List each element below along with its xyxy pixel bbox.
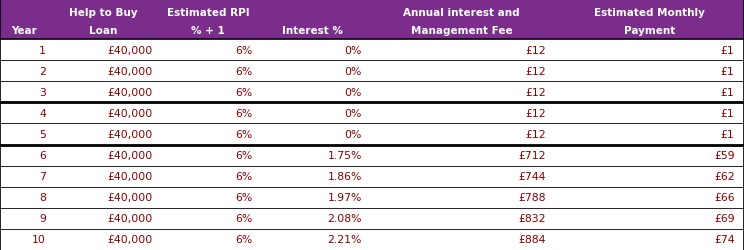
Text: £40,000: £40,000 [108, 172, 153, 181]
Bar [0, 208, 744, 229]
Text: 1.86%: 1.86% [327, 172, 362, 181]
Text: £1: £1 [721, 88, 734, 97]
Text: £69: £69 [714, 214, 734, 224]
Text: 6%: 6% [235, 66, 252, 76]
Text: Year: Year [11, 26, 37, 36]
Text: 2.21%: 2.21% [327, 234, 362, 244]
Text: Help to Buy: Help to Buy [69, 8, 138, 18]
Text: 5: 5 [39, 130, 46, 140]
Text: £40,000: £40,000 [108, 214, 153, 224]
Text: 6%: 6% [235, 172, 252, 181]
Bar [0, 166, 744, 187]
Text: 6%: 6% [235, 234, 252, 244]
Text: £66: £66 [714, 192, 734, 202]
Text: £40,000: £40,000 [108, 88, 153, 97]
Bar [0, 187, 744, 208]
Text: £40,000: £40,000 [108, 192, 153, 202]
Text: 6%: 6% [235, 130, 252, 140]
Text: 1.97%: 1.97% [327, 192, 362, 202]
Text: 8: 8 [39, 192, 46, 202]
Text: Interest %: Interest % [282, 26, 343, 36]
Text: 0%: 0% [344, 66, 362, 76]
Text: 4: 4 [39, 108, 46, 118]
Text: 0%: 0% [344, 88, 362, 97]
Text: 6%: 6% [235, 150, 252, 160]
Text: 3: 3 [39, 88, 46, 97]
Bar [0, 103, 744, 124]
Text: 0%: 0% [344, 130, 362, 140]
Text: £1: £1 [721, 108, 734, 118]
Text: 6: 6 [39, 150, 46, 160]
Text: £40,000: £40,000 [108, 45, 153, 55]
Text: £1: £1 [721, 66, 734, 76]
Text: £1: £1 [721, 45, 734, 55]
Text: £1: £1 [721, 130, 734, 140]
Text: % + 1: % + 1 [191, 26, 225, 36]
Text: £62: £62 [714, 172, 734, 181]
Text: £40,000: £40,000 [108, 66, 153, 76]
Text: Management Fee: Management Fee [411, 26, 513, 36]
Text: Payment: Payment [624, 26, 676, 36]
Text: £40,000: £40,000 [108, 150, 153, 160]
Text: £12: £12 [526, 66, 546, 76]
Text: £12: £12 [526, 45, 546, 55]
Text: £59: £59 [714, 150, 734, 160]
Bar [0, 40, 744, 61]
Text: £12: £12 [526, 88, 546, 97]
Text: 6%: 6% [235, 192, 252, 202]
Text: Annual interest and: Annual interest and [403, 8, 520, 18]
Text: 10: 10 [32, 234, 46, 244]
Text: £74: £74 [714, 234, 734, 244]
Text: £832: £832 [519, 214, 546, 224]
Text: Estimated RPI: Estimated RPI [167, 8, 249, 18]
Text: 1.75%: 1.75% [327, 150, 362, 160]
Text: £40,000: £40,000 [108, 234, 153, 244]
Text: 0%: 0% [344, 45, 362, 55]
Text: 6%: 6% [235, 45, 252, 55]
Text: £788: £788 [519, 192, 546, 202]
Bar [0, 82, 744, 103]
Text: 0%: 0% [344, 108, 362, 118]
Bar [0, 61, 744, 82]
Bar [0, 124, 744, 145]
Text: Estimated Monthly: Estimated Monthly [594, 8, 705, 18]
Text: £884: £884 [519, 234, 546, 244]
Text: 6%: 6% [235, 88, 252, 97]
Text: £40,000: £40,000 [108, 130, 153, 140]
Bar [0, 229, 744, 250]
Bar [0, 145, 744, 166]
Text: 1: 1 [39, 45, 46, 55]
Text: 7: 7 [39, 172, 46, 181]
Text: £12: £12 [526, 130, 546, 140]
Text: 9: 9 [39, 214, 46, 224]
Text: £744: £744 [519, 172, 546, 181]
Text: £712: £712 [519, 150, 546, 160]
Text: Loan: Loan [89, 26, 118, 36]
Text: 2.08%: 2.08% [327, 214, 362, 224]
Text: 2: 2 [39, 66, 46, 76]
Bar [0, 0, 744, 40]
Text: 6%: 6% [235, 108, 252, 118]
Text: 6%: 6% [235, 214, 252, 224]
Text: £12: £12 [526, 108, 546, 118]
Text: £40,000: £40,000 [108, 108, 153, 118]
